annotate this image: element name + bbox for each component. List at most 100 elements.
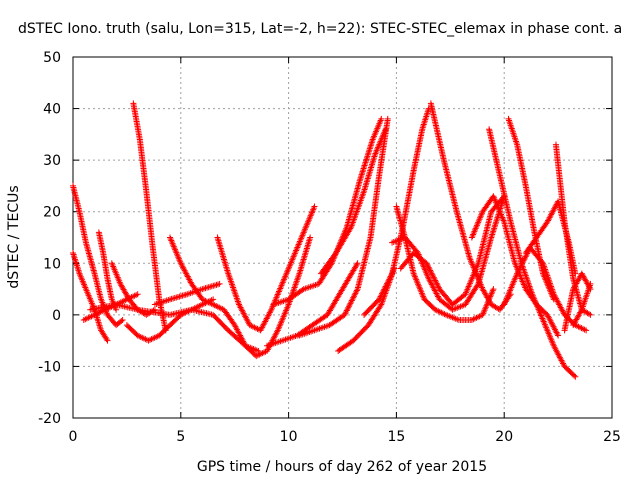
y-tick-label: 10 xyxy=(43,256,61,272)
series-trace-markers xyxy=(76,210,89,245)
data-point xyxy=(104,337,111,344)
plot-frame xyxy=(72,56,613,419)
series-trace-markers xyxy=(540,318,557,348)
x-tick-label: 5 xyxy=(176,429,185,445)
series-trace-markers xyxy=(441,158,460,214)
series-trace-markers xyxy=(130,102,143,141)
x-tick-label: 15 xyxy=(387,429,405,445)
series-trace-markers xyxy=(501,220,518,265)
series-13 xyxy=(270,115,385,308)
series-trace-markers xyxy=(486,127,503,178)
series-trace-markers xyxy=(275,303,291,332)
series-trace-markers xyxy=(570,272,585,291)
series-trace-markers xyxy=(579,282,593,312)
series-trace-markers xyxy=(258,308,274,332)
series-trace-markers xyxy=(333,225,354,255)
series-trace-markers xyxy=(143,189,156,250)
series-21 xyxy=(427,100,514,313)
series-trace-markers xyxy=(480,287,494,307)
series-trace-markers xyxy=(361,153,378,193)
series-trace-markers xyxy=(290,230,307,260)
data-point xyxy=(134,291,141,298)
series-trace-markers xyxy=(562,364,578,379)
series-trace-markers xyxy=(221,308,237,327)
series-18 xyxy=(361,105,432,318)
series-trace-markers xyxy=(272,296,290,307)
series-trace-markers xyxy=(523,184,538,234)
series-trace-markers xyxy=(211,313,231,333)
series-trace-markers xyxy=(451,302,467,313)
series-trace-markers xyxy=(114,301,140,313)
series-trace-markers xyxy=(136,306,172,318)
series-trace-markers xyxy=(553,143,568,224)
series-trace-markers xyxy=(561,287,576,332)
series-trace-markers xyxy=(545,313,561,338)
series-trace-markers xyxy=(551,344,567,368)
series-trace-markers xyxy=(77,272,89,291)
data-point xyxy=(307,234,314,241)
series-11 xyxy=(214,203,318,334)
y-tick-label: -10 xyxy=(38,359,61,375)
series-trace-markers xyxy=(211,302,226,312)
series-trace-markers xyxy=(153,296,172,307)
series-trace-markers xyxy=(410,127,425,172)
series-12 xyxy=(264,260,361,349)
series-trace-markers xyxy=(570,308,585,327)
series-trace-markers xyxy=(91,272,104,301)
x-tick-label: 0 xyxy=(69,429,78,445)
tick-labels: 0 5 10 15 20 25 -20 -10 0 10 20 30 40 50 xyxy=(38,50,621,445)
series-trace-markers xyxy=(489,302,502,312)
series-trace-markers xyxy=(398,251,416,271)
series-trace-markers xyxy=(357,138,376,183)
series-trace-markers xyxy=(529,292,546,322)
series-trace-markers xyxy=(491,194,507,224)
series-trace-markers xyxy=(475,210,494,265)
series-trace-markers xyxy=(362,297,381,317)
y-tick-label: 20 xyxy=(43,205,61,221)
x-axis-label: GPS time / hours of day 262 of year 2015 xyxy=(197,459,487,475)
series-14 xyxy=(296,115,391,339)
data-point xyxy=(113,306,120,313)
data-point xyxy=(587,280,594,287)
series-trace-markers xyxy=(70,184,83,214)
data-point xyxy=(490,286,497,293)
series-10 xyxy=(151,280,223,308)
series-trace-markers xyxy=(310,312,330,328)
data-point xyxy=(382,126,389,133)
series-trace-markers xyxy=(93,307,107,318)
series-trace-markers xyxy=(336,338,355,354)
grid-lines xyxy=(73,57,612,418)
x-tick-label: 20 xyxy=(495,429,513,445)
series-trace-markers xyxy=(354,236,374,291)
series-trace-markers xyxy=(444,312,461,323)
series-trace-markers xyxy=(534,220,550,240)
series-trace-markers xyxy=(344,179,363,229)
series-trace-markers xyxy=(403,235,420,255)
series-29 xyxy=(570,280,594,329)
series-trace-markers xyxy=(168,307,193,318)
series-trace-markers xyxy=(167,236,184,265)
series-trace-markers xyxy=(136,333,150,343)
series-trace-markers xyxy=(426,277,442,301)
data-point xyxy=(587,311,594,318)
series-trace-markers xyxy=(200,281,222,292)
series-trace-markers xyxy=(318,251,339,276)
series-trace-markers xyxy=(437,287,455,307)
series-25 xyxy=(501,244,590,334)
series-trace-markers xyxy=(96,230,106,255)
series-trace-markers xyxy=(83,241,98,276)
data-point xyxy=(423,260,430,267)
series-trace-markers xyxy=(296,236,313,276)
series-trace-markers xyxy=(316,261,334,286)
data-point xyxy=(514,270,521,277)
series-trace-markers xyxy=(450,292,468,307)
data-point xyxy=(376,296,383,303)
series-trace-markers xyxy=(480,194,496,214)
series-15 xyxy=(317,126,389,277)
series-trace-markers xyxy=(433,307,448,318)
series-trace-markers xyxy=(88,301,118,313)
series-trace-markers xyxy=(280,333,299,344)
axes xyxy=(72,56,613,419)
series-trace-markers xyxy=(301,205,317,234)
series-2 xyxy=(70,249,111,344)
